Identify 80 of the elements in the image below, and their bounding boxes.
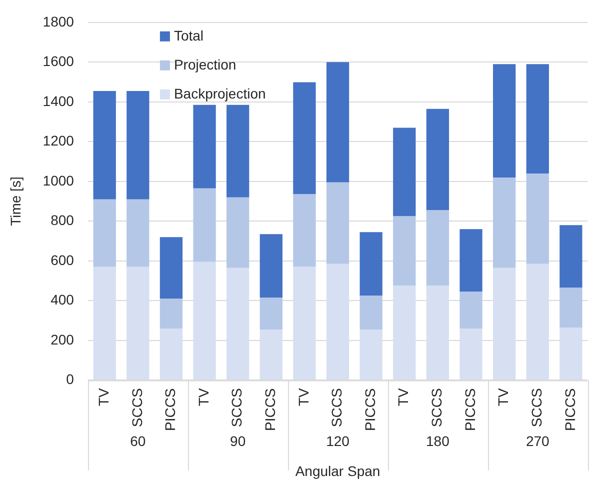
text: 120 bbox=[326, 433, 350, 450]
x-tick-label: PICCS bbox=[462, 388, 478, 432]
bar bbox=[360, 232, 382, 296]
bar bbox=[226, 104, 250, 198]
bar bbox=[93, 266, 116, 380]
bar bbox=[193, 262, 216, 380]
bar bbox=[160, 298, 183, 329]
bar bbox=[492, 64, 516, 178]
bar bbox=[426, 210, 450, 286]
x-tick-label: SCCS bbox=[128, 388, 145, 428]
bar bbox=[126, 266, 150, 380]
bar bbox=[193, 188, 216, 262]
bar bbox=[260, 330, 282, 380]
bar bbox=[460, 229, 482, 292]
bar bbox=[293, 194, 316, 267]
bar bbox=[126, 90, 150, 200]
bar bbox=[526, 64, 549, 174]
bar bbox=[492, 268, 516, 380]
x-tick-label: SCCS bbox=[528, 388, 544, 428]
y-tick-label: 1800 bbox=[42, 13, 74, 30]
x-tick-label: PICCS bbox=[562, 388, 578, 432]
x-tick-label: TV bbox=[195, 388, 212, 406]
bar bbox=[160, 237, 183, 299]
bar bbox=[226, 197, 250, 268]
y-tick-label: 1000 bbox=[42, 172, 74, 188]
bar bbox=[560, 225, 582, 288]
bar bbox=[526, 173, 549, 264]
y-tick-label: 0 bbox=[66, 371, 74, 388]
bar bbox=[326, 264, 350, 380]
y-tick-label: 600 bbox=[50, 252, 74, 268]
y-tick-label: 200 bbox=[50, 331, 74, 348]
legend-label: Total bbox=[174, 27, 204, 44]
bar bbox=[226, 268, 250, 380]
x-tick-label: PICCS bbox=[262, 388, 278, 432]
bar bbox=[93, 199, 116, 267]
legend-label: Projection bbox=[174, 56, 236, 72]
x-tick-label: TV bbox=[395, 388, 412, 406]
bar bbox=[160, 328, 183, 380]
text: 90 bbox=[230, 433, 246, 450]
bar bbox=[360, 330, 382, 380]
x-tick-label: TV bbox=[95, 388, 112, 406]
bar bbox=[426, 286, 450, 380]
text: 180 bbox=[426, 433, 450, 450]
x-tick-label: PICCS bbox=[162, 388, 178, 432]
text: 60 bbox=[130, 433, 146, 450]
x-axis-title: Angular Span bbox=[295, 463, 380, 480]
x-tick-label: TV bbox=[495, 388, 512, 406]
bar bbox=[260, 234, 282, 298]
bar bbox=[492, 177, 516, 268]
y-axis-title: Time [s] bbox=[7, 176, 24, 226]
bar bbox=[526, 264, 549, 380]
bar bbox=[360, 296, 382, 330]
bar bbox=[260, 298, 282, 330]
x-tick-label: PICCS bbox=[362, 388, 378, 432]
bar bbox=[393, 128, 416, 216]
bar bbox=[93, 90, 116, 200]
bar bbox=[393, 216, 416, 286]
x-tick-label: TV bbox=[295, 388, 312, 406]
bar bbox=[560, 328, 582, 380]
x-tick-label: SCCS bbox=[328, 388, 345, 428]
bar bbox=[326, 62, 350, 182]
legend-label: Backprojection bbox=[174, 85, 266, 102]
bar bbox=[460, 292, 482, 329]
y-tick-label: 1200 bbox=[42, 132, 74, 149]
bar bbox=[193, 104, 216, 188]
bar bbox=[326, 182, 350, 264]
bar bbox=[293, 266, 316, 380]
y-tick-label: 1600 bbox=[42, 53, 74, 70]
bar bbox=[126, 199, 150, 267]
bar bbox=[460, 328, 482, 380]
bar bbox=[293, 82, 316, 194]
y-tick-label: 1400 bbox=[42, 92, 74, 109]
bar bbox=[393, 286, 416, 380]
x-tick-label: SCCS bbox=[428, 388, 445, 428]
y-tick-label: 400 bbox=[50, 292, 74, 308]
bar bbox=[560, 288, 582, 328]
text: 270 bbox=[526, 433, 550, 450]
y-tick-label: 800 bbox=[50, 212, 74, 228]
bar bbox=[426, 108, 450, 210]
x-tick-label: SCCS bbox=[228, 388, 245, 428]
